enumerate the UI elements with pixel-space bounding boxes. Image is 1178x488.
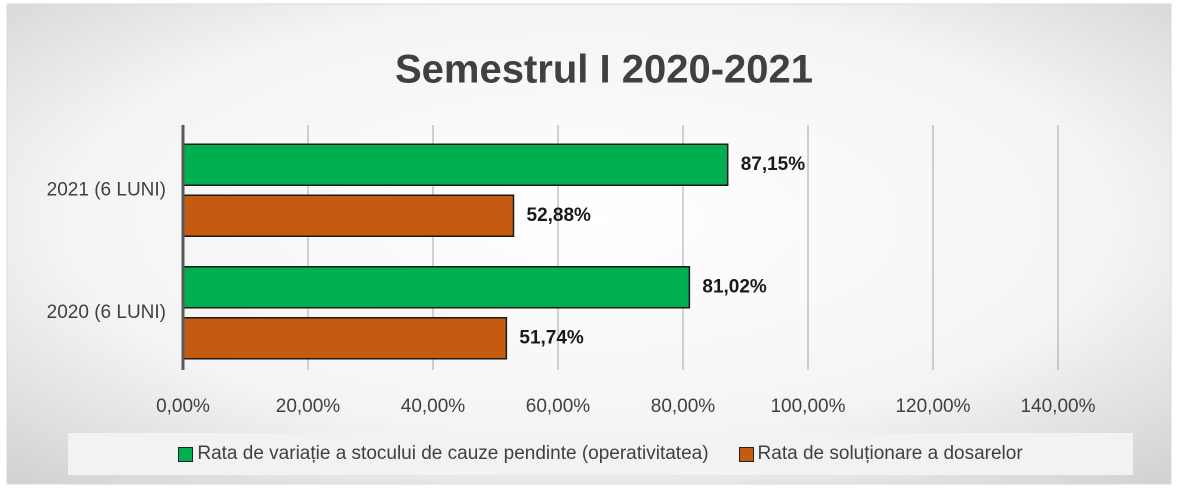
y-tick-label: 2021 (6 LUNI) [47,179,166,200]
data-label: 52,88% [527,205,592,226]
legend: Rata de variație a stocului de cauze pen… [68,433,1133,475]
bar [182,317,508,360]
legend-swatch [178,446,194,462]
x-tick-label: 100,00% [770,396,845,417]
bar [182,266,691,309]
chart-background [6,3,1172,485]
legend-item: Rata de soluționare a dosarelor [738,443,1023,465]
data-label: 51,74% [519,327,584,348]
legend-label: Rata de variație a stocului de cauze pen… [197,443,709,464]
bar [182,194,515,237]
x-tick-label: 20,00% [276,396,341,417]
x-tick-label: 140,00% [1020,396,1095,417]
data-label: 87,15% [741,154,806,175]
bar [182,143,729,186]
x-tick-label: 120,00% [895,396,970,417]
x-tick-label: 80,00% [651,396,716,417]
legend-item: Rata de variație a stocului de cauze pen… [178,443,709,465]
chart-title: Semestrul I 2020-2021 [395,48,813,92]
y-tick-label: 2020 (6 LUNI) [47,302,166,323]
legend-label: Rata de soluționare a dosarelor [757,443,1023,464]
x-tick-label: 40,00% [401,396,466,417]
x-tick-label: 0,00% [156,396,210,417]
x-tick-label: 60,00% [526,396,591,417]
data-label: 81,02% [702,276,767,297]
legend-swatch [738,446,754,462]
